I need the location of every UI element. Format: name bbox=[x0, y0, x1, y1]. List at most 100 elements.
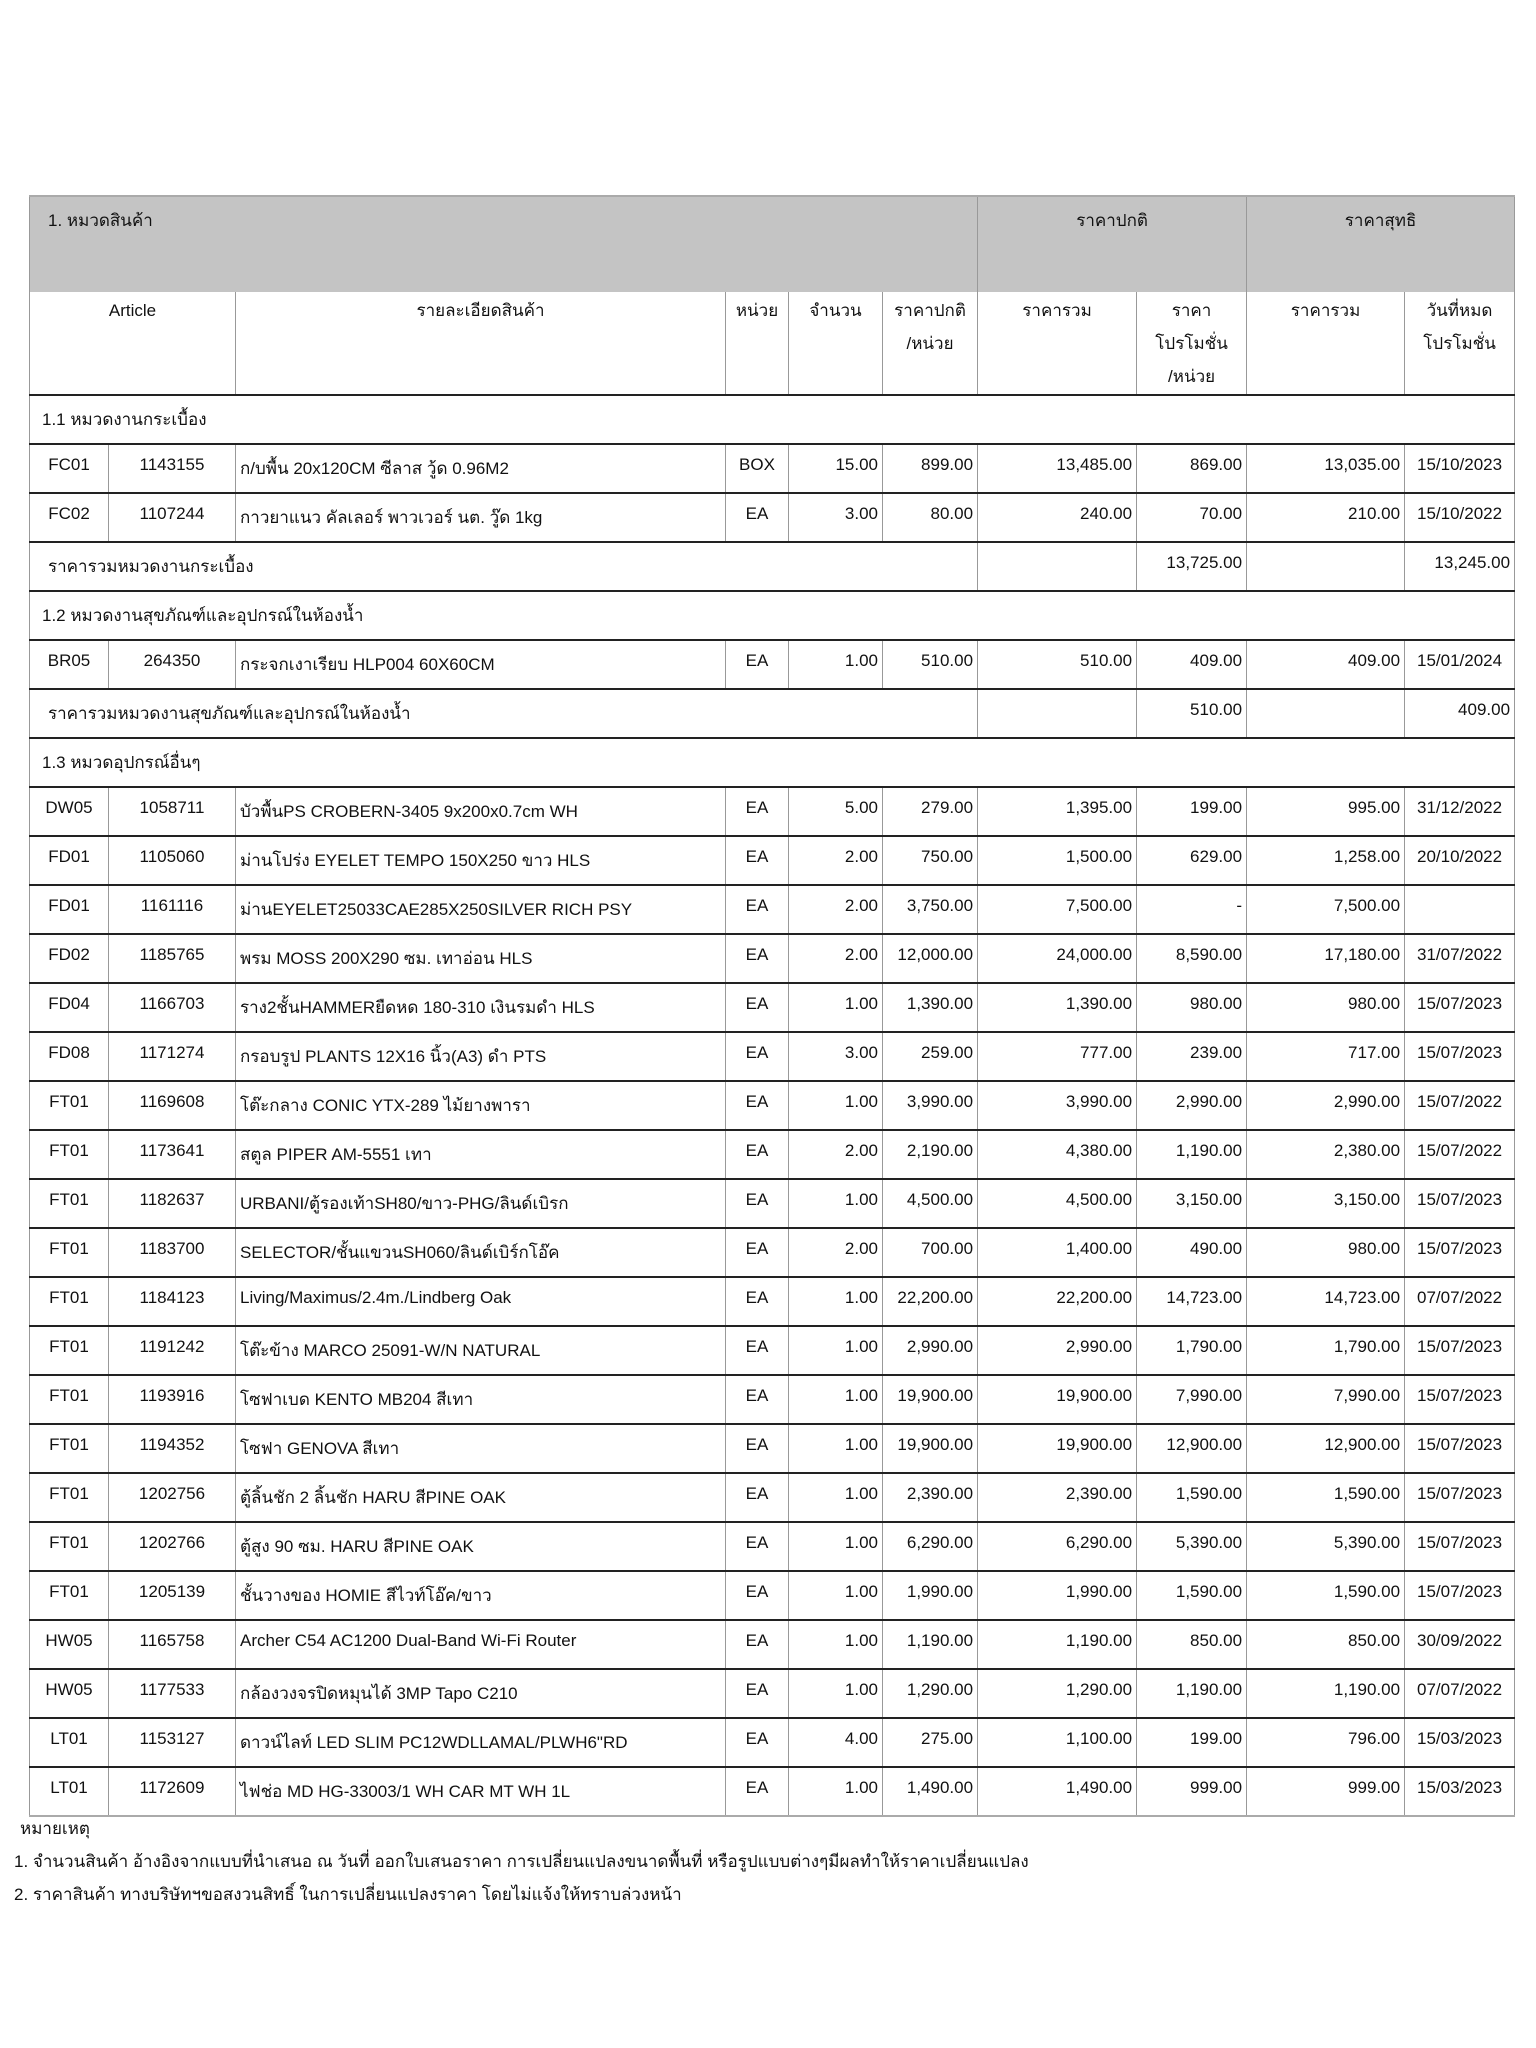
subtotal-total: 13,725.00 bbox=[1136, 541, 1248, 592]
promo-price: 199.00 bbox=[1136, 1717, 1248, 1768]
col-promo-price: ราคา โปรโมชั่น/หน่วย bbox=[1136, 292, 1248, 395]
total: 1,190.00 bbox=[977, 1619, 1138, 1670]
description: กาวยาแนว คัลเลอร์ พาวเวอร์ นต. วู๊ด 1kg bbox=[235, 492, 726, 543]
description: Living/Maximus/2.4m./Lindberg Oak bbox=[235, 1276, 726, 1327]
unit-price: 4,500.00 bbox=[881, 1178, 979, 1229]
unit-price: 2,990.00 bbox=[881, 1325, 979, 1376]
unit: EA bbox=[725, 1031, 789, 1082]
notes-title: หมายเหตุ bbox=[20, 1819, 90, 1838]
unit: EA bbox=[725, 1521, 789, 1572]
promo-price: 1,190.00 bbox=[1136, 1668, 1248, 1719]
total: 22,200.00 bbox=[977, 1276, 1138, 1327]
unit-price: 750.00 bbox=[881, 835, 979, 886]
net-total: 980.00 bbox=[1246, 982, 1406, 1033]
unit-price: 259.00 bbox=[881, 1031, 979, 1082]
promo-price: 409.00 bbox=[1136, 639, 1248, 690]
article-code: 1166703 bbox=[108, 982, 236, 1033]
total: 510.00 bbox=[977, 639, 1138, 690]
table-row: FT01 1169608 โต๊ะกลาง CONIC YTX-289 ไม้ยาง… bbox=[29, 1080, 1516, 1131]
group-code: LT01 bbox=[29, 1717, 109, 1768]
col-promo-l1: ราคา bbox=[1171, 301, 1212, 320]
unit: EA bbox=[725, 1472, 789, 1523]
article-code: 1143155 bbox=[108, 443, 236, 494]
promo-end: 15/07/2023 bbox=[1404, 1374, 1516, 1425]
group-code: FT01 bbox=[29, 1472, 109, 1523]
promo-price: 850.00 bbox=[1136, 1619, 1248, 1670]
total: 6,290.00 bbox=[977, 1521, 1138, 1572]
article-code: 1172609 bbox=[108, 1766, 236, 1817]
unit-price: 2,190.00 bbox=[881, 1129, 979, 1180]
section-row: 1.1 หมวดงานกระเบื้อง bbox=[28, 394, 1516, 444]
unit-price: 899.00 bbox=[881, 443, 979, 494]
net-total: 1,590.00 bbox=[1246, 1570, 1406, 1621]
unit-price: 700.00 bbox=[881, 1227, 979, 1278]
qty: 1.00 bbox=[788, 982, 883, 1033]
unit-price: 3,750.00 bbox=[881, 884, 979, 935]
unit-price: 1,290.00 bbox=[881, 1668, 979, 1719]
total: 7,500.00 bbox=[977, 884, 1138, 935]
group-code: FC02 bbox=[29, 492, 109, 543]
description: โต๊ะข้าง MARCO 25091-W/N NATURAL bbox=[235, 1325, 726, 1376]
promo-end: 15/07/2023 bbox=[1404, 1031, 1516, 1082]
promo-price: 199.00 bbox=[1136, 786, 1248, 837]
unit-price: 275.00 bbox=[881, 1717, 979, 1768]
qty: 4.00 bbox=[788, 1717, 883, 1768]
group-code: LT01 bbox=[29, 1766, 109, 1817]
table-row: FT01 1191242 โต๊ะข้าง MARCO 25091-W/N NATU… bbox=[29, 1325, 1516, 1376]
promo-price: 12,900.00 bbox=[1136, 1423, 1248, 1474]
promo-price: 1,590.00 bbox=[1136, 1570, 1248, 1621]
table-row: FD08 1171274 กรอบรูป PLANTS 12X16 นิ้ว(A3)… bbox=[29, 1031, 1516, 1082]
col-net-total: ราคารวม bbox=[1246, 292, 1406, 395]
article-code: 1171274 bbox=[108, 1031, 236, 1082]
unit-price: 22,200.00 bbox=[881, 1276, 979, 1327]
table-row: FT01 1173641 สตูล PIPER AM-5551 เทา EA 2.00 2… bbox=[29, 1129, 1516, 1180]
promo-end: 15/07/2023 bbox=[1404, 1325, 1516, 1376]
promo-end: 15/07/2023 bbox=[1404, 1521, 1516, 1572]
total: 2,390.00 bbox=[977, 1472, 1138, 1523]
net-total: 17,180.00 bbox=[1246, 933, 1406, 984]
subtotal-label: ราคารวมหมวดงานสุขภัณฑ์และอุปกรณ์ในห้องน้… bbox=[28, 688, 979, 739]
promo-price: 239.00 bbox=[1136, 1031, 1248, 1082]
col-end-l2: โปรโมชั่น bbox=[1423, 334, 1496, 353]
price-table: 1. หมวดสินค้า ราคาปกติ ราคาสุทธิ Article… bbox=[28, 195, 1516, 1817]
article-code: 1173641 bbox=[108, 1129, 236, 1180]
description: กรอบรูป PLANTS 12X16 นิ้ว(A3) ดำ PTS bbox=[235, 1031, 726, 1082]
unit-price: 12,000.00 bbox=[881, 933, 979, 984]
description: URBANI/ตู้รองเท้าSH80/ขาว-PHG/ลินด์เบิรก bbox=[235, 1178, 726, 1229]
net-total: 796.00 bbox=[1246, 1717, 1406, 1768]
promo-price: 1,590.00 bbox=[1136, 1472, 1248, 1523]
table-row: FT01 1193916 โซฟาเบด KENTO MB204 สีเทา EA 1.… bbox=[29, 1374, 1516, 1425]
qty: 2.00 bbox=[788, 933, 883, 984]
promo-end: 20/10/2022 bbox=[1404, 835, 1516, 886]
description: ม่านโปร่ง EYELET TEMPO 150X250 ขาว HLS bbox=[235, 835, 726, 886]
description: สตูล PIPER AM-5551 เทา bbox=[235, 1129, 726, 1180]
qty: 1.00 bbox=[788, 639, 883, 690]
col-unit-price-l1: ราคาปกติ bbox=[894, 301, 966, 320]
qty: 1.00 bbox=[788, 1178, 883, 1229]
table-row: LT01 1172609 ไฟช่อ MD HG-33003/1 WH CAR MT… bbox=[29, 1766, 1516, 1817]
table-row: FT01 1184123 Living/Maximus/2.4m./Lindberg… bbox=[29, 1276, 1516, 1327]
net-price-group: ราคาสุทธิ bbox=[1246, 195, 1516, 292]
promo-price: 490.00 bbox=[1136, 1227, 1248, 1278]
net-total: 999.00 bbox=[1246, 1766, 1406, 1817]
qty: 1.00 bbox=[788, 1521, 883, 1572]
net-total: 7,500.00 bbox=[1246, 884, 1406, 935]
qty: 1.00 bbox=[788, 1766, 883, 1817]
subtotal-label: ราคารวมหมวดงานกระเบื้อง bbox=[28, 541, 979, 592]
promo-price: 5,390.00 bbox=[1136, 1521, 1248, 1572]
net-total: 12,900.00 bbox=[1246, 1423, 1406, 1474]
article-code: 264350 bbox=[108, 639, 236, 690]
net-total: 717.00 bbox=[1246, 1031, 1406, 1082]
total: 24,000.00 bbox=[977, 933, 1138, 984]
total: 1,490.00 bbox=[977, 1766, 1138, 1817]
article-code: 1161116 bbox=[108, 884, 236, 935]
description: ชั้นวางของ HOMIE สีไวท์โอ๊ค/ขาว bbox=[235, 1570, 726, 1621]
promo-end: 31/12/2022 bbox=[1404, 786, 1516, 837]
group-code: FD04 bbox=[29, 982, 109, 1033]
category-title: 1. หมวดสินค้า bbox=[28, 195, 979, 292]
unit: EA bbox=[725, 492, 789, 543]
table-row: HW05 1177533 กล้องวงจรปิดหมุนได้ 3MP Tapo … bbox=[29, 1668, 1516, 1719]
promo-end: 31/07/2022 bbox=[1404, 933, 1516, 984]
net-total: 14,723.00 bbox=[1246, 1276, 1406, 1327]
col-promo-end: วันที่หมด โปรโมชั่น bbox=[1404, 292, 1516, 395]
